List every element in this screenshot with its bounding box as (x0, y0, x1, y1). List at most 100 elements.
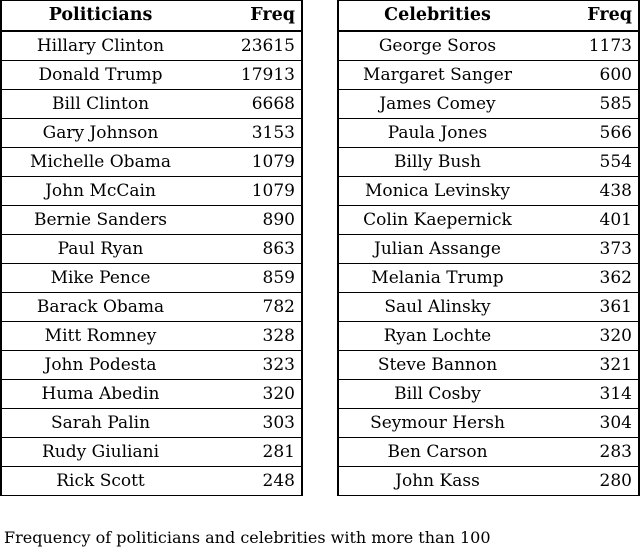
table-row: Hillary Clinton 23615 (0, 30, 303, 61)
table-row: James Comey 585 (337, 89, 640, 119)
table-row: Huma Abedin 320 (0, 379, 303, 409)
table-row: John Kass 280 (337, 466, 640, 496)
table-row: Saul Alinsky 361 (337, 292, 640, 322)
celebrity-freq: 401 (537, 205, 640, 235)
politician-name: Michelle Obama (0, 147, 200, 177)
celebrity-freq: 304 (537, 408, 640, 438)
politician-freq: 281 (200, 437, 303, 467)
politician-freq: 1079 (200, 176, 303, 206)
celebrity-freq: 361 (537, 292, 640, 322)
celebrity-name: Julian Assange (337, 234, 537, 264)
table-row: Margaret Sanger 600 (337, 60, 640, 90)
celebrity-name: Bill Cosby (337, 379, 537, 409)
politician-freq: 323 (200, 350, 303, 380)
politician-freq: 248 (200, 466, 303, 496)
politician-name: Paul Ryan (0, 234, 200, 264)
celebrity-freq: 554 (537, 147, 640, 177)
column-header-freq: Freq (200, 0, 303, 32)
celebrity-freq: 320 (537, 321, 640, 351)
politician-freq: 782 (200, 292, 303, 322)
politician-name: Barack Obama (0, 292, 200, 322)
table-row: Bernie Sanders 890 (0, 205, 303, 235)
politicians-table-head: Politicians Freq (0, 0, 303, 32)
politicians-table-body: Hillary Clinton 23615 Donald Trump 17913… (0, 30, 303, 496)
table-row: Donald Trump 17913 (0, 60, 303, 90)
politician-freq: 303 (200, 408, 303, 438)
table-row: Paul Ryan 863 (0, 234, 303, 264)
table-row: Julian Assange 373 (337, 234, 640, 264)
politician-freq: 320 (200, 379, 303, 409)
politician-freq: 1079 (200, 147, 303, 177)
politician-name: Bernie Sanders (0, 205, 200, 235)
politician-name: Huma Abedin (0, 379, 200, 409)
table-row: Mike Pence 859 (0, 263, 303, 293)
celebrities-table-wrapper: Celebrities Freq George Soros 1173 Marga… (337, 0, 640, 496)
table-row: Mitt Romney 328 (0, 321, 303, 351)
politician-freq: 6668 (200, 89, 303, 119)
politician-name: Donald Trump (0, 60, 200, 90)
celebrity-freq: 280 (537, 466, 640, 496)
column-header-celebrities: Celebrities (337, 0, 537, 32)
politician-freq: 863 (200, 234, 303, 264)
politician-freq: 859 (200, 263, 303, 293)
politician-freq: 23615 (200, 30, 303, 61)
celebrity-freq: 314 (537, 379, 640, 409)
table-row: Colin Kaepernick 401 (337, 205, 640, 235)
celebrities-table-head: Celebrities Freq (337, 0, 640, 32)
table-row: Ryan Lochte 320 (337, 321, 640, 351)
politician-name: Mike Pence (0, 263, 200, 293)
celebrity-name: Colin Kaepernick (337, 205, 537, 235)
politician-freq: 3153 (200, 118, 303, 148)
table-row: Rudy Giuliani 281 (0, 437, 303, 467)
celebrity-name: Steve Bannon (337, 350, 537, 380)
celebrity-freq: 283 (537, 437, 640, 467)
table-row: John McCain 1079 (0, 176, 303, 206)
celebrity-name: John Kass (337, 466, 537, 496)
table-header-row: Celebrities Freq (337, 0, 640, 32)
table-row: George Soros 1173 (337, 30, 640, 61)
politician-name: John McCain (0, 176, 200, 206)
politicians-table-wrapper: Politicians Freq Hillary Clinton 23615 D… (0, 0, 303, 496)
table-row: Billy Bush 554 (337, 147, 640, 177)
politician-name: Rudy Giuliani (0, 437, 200, 467)
politicians-frequency-table: Politicians Freq Hillary Clinton 23615 D… (0, 0, 303, 496)
celebrity-freq: 321 (537, 350, 640, 380)
column-header-politicians: Politicians (0, 0, 200, 32)
table-row: Sarah Palin 303 (0, 408, 303, 438)
table-row: Paula Jones 566 (337, 118, 640, 148)
politician-name: Gary Johnson (0, 118, 200, 148)
celebrity-freq: 585 (537, 89, 640, 119)
politician-name: Rick Scott (0, 466, 200, 496)
table-row: Barack Obama 782 (0, 292, 303, 322)
celebrity-name: Seymour Hersh (337, 408, 537, 438)
celebrity-name: George Soros (337, 30, 537, 61)
celebrity-freq: 373 (537, 234, 640, 264)
table-row: Seymour Hersh 304 (337, 408, 640, 438)
politician-freq: 890 (200, 205, 303, 235)
celebrity-name: Margaret Sanger (337, 60, 537, 90)
celebrity-name: Saul Alinsky (337, 292, 537, 322)
table-row: Melania Trump 362 (337, 263, 640, 293)
celebrity-name: Ben Carson (337, 437, 537, 467)
celebrity-name: Billy Bush (337, 147, 537, 177)
celebrities-table-body: George Soros 1173 Margaret Sanger 600 Ja… (337, 30, 640, 496)
figure-caption: Frequency of politicians and celebrities… (4, 528, 491, 547)
column-header-freq: Freq (537, 0, 640, 32)
celebrity-freq: 1173 (537, 30, 640, 61)
celebrity-freq: 438 (537, 176, 640, 206)
celebrity-name: Ryan Lochte (337, 321, 537, 351)
table-row: Bill Cosby 314 (337, 379, 640, 409)
celebrity-name: Monica Levinsky (337, 176, 537, 206)
table-row: Bill Clinton 6668 (0, 89, 303, 119)
politician-name: Sarah Palin (0, 408, 200, 438)
celebrity-freq: 600 (537, 60, 640, 90)
politician-name: Bill Clinton (0, 89, 200, 119)
table-row: Steve Bannon 321 (337, 350, 640, 380)
table-row: John Podesta 323 (0, 350, 303, 380)
celebrity-freq: 362 (537, 263, 640, 293)
table-row: Gary Johnson 3153 (0, 118, 303, 148)
table-header-row: Politicians Freq (0, 0, 303, 32)
celebrity-freq: 566 (537, 118, 640, 148)
table-row: Monica Levinsky 438 (337, 176, 640, 206)
celebrity-name: Paula Jones (337, 118, 537, 148)
